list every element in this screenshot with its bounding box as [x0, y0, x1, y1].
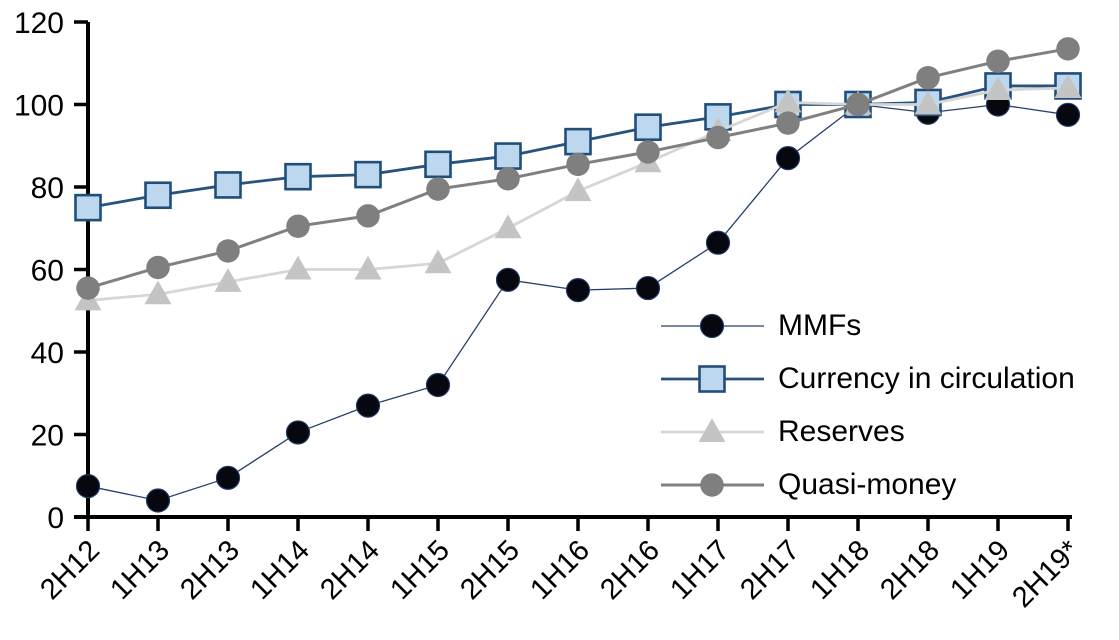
marker-quasi-money-1H17: [706, 125, 730, 150]
x-tick-label: 1H16: [524, 534, 596, 606]
x-tick-label: 2H17: [734, 534, 806, 606]
marker-reserves-2H19*: [1054, 74, 1082, 98]
x-tick-label: 1H17: [664, 534, 736, 606]
legend-marker-currency-in-circulation: [698, 364, 726, 393]
marker-quasi-money-2H13: [216, 239, 240, 263]
marker-mmfs-1H15: [425, 372, 451, 398]
marker-currency-in-circulation-2H16: [634, 113, 662, 141]
x-tick-label: 2H13: [174, 534, 246, 606]
marker-mmfs-2H17: [775, 146, 801, 171]
legend-marker-mmfs: [699, 313, 725, 338]
legend-marker-reserves: [698, 417, 726, 442]
legend-marker-reserves-icon: [661, 417, 764, 442]
marker-mmfs-1H14: [285, 420, 311, 445]
marker-quasi-money-2H19*: [1056, 37, 1080, 61]
y-tick-label: 100: [14, 89, 64, 122]
y-tick-label: 60: [31, 254, 64, 287]
x-tick-label: 1H19: [944, 534, 1016, 606]
marker-quasi-money-1H15: [426, 177, 450, 201]
marker-mmfs-2H13: [215, 465, 241, 490]
marker-reserves-2H15: [494, 214, 522, 239]
x-tick-label: 2H12: [34, 534, 106, 606]
legend: MMFs Currency in circulation Reserves Qu…: [660, 299, 1075, 511]
marker-reserves-2H13: [214, 268, 242, 292]
y-tick-label: 0: [47, 502, 64, 535]
x-tick-label: 2H18: [874, 534, 946, 606]
y-tick-label: 120: [14, 7, 64, 40]
legend-item-mmfs: MMFs: [660, 299, 1075, 352]
legend-label-quasi-money: Quasi-money: [778, 467, 957, 501]
marker-reserves-2H14: [354, 255, 382, 280]
marker-reserves-2H18: [914, 90, 942, 115]
marker-currency-in-circulation-1H14: [284, 162, 312, 191]
series-quasi-money: [76, 37, 1080, 300]
x-tick-label: 1H14: [244, 534, 316, 606]
y-tick-label: 80: [31, 172, 64, 205]
marker-mmfs-2H15: [495, 267, 521, 292]
marker-mmfs-1H17: [705, 230, 731, 255]
legend-item-reserves: Reserves: [660, 405, 1075, 458]
marker-quasi-money-1H18: [846, 92, 870, 117]
legend-marker-mmfs-icon: [661, 313, 764, 338]
marker-mmfs-2H14: [355, 393, 381, 418]
marker-mmfs-1H16: [565, 278, 591, 303]
marker-quasi-money-1H16: [566, 152, 590, 177]
legend-item-quasi-money: Quasi-money: [660, 458, 1075, 511]
marker-reserves-1H15: [424, 249, 452, 274]
legend-label-reserves: Reserves: [778, 414, 905, 448]
marker-mmfs-1H13: [145, 488, 171, 513]
x-tick-label: 2H15: [454, 534, 526, 606]
marker-quasi-money-1H13: [146, 255, 170, 280]
marker-reserves-2H17: [774, 88, 802, 113]
marker-currency-in-circulation-2H13: [214, 171, 242, 199]
x-tick-label: 1H15: [384, 534, 456, 606]
x-tick-label: 2H19*: [1006, 534, 1086, 614]
x-tick-label: 2H14: [314, 534, 386, 606]
x-tick-label: 1H18: [804, 534, 876, 606]
legend-marker-quasi-money-icon: [661, 472, 764, 497]
legend-marker-quasi-money: [700, 472, 724, 497]
marker-quasi-money-2H16: [636, 140, 660, 164]
marker-mmfs-2H19*: [1055, 102, 1081, 127]
marker-currency-in-circulation-2H12: [74, 193, 102, 222]
legend-marker-currency-icon: [661, 364, 764, 393]
legend-item-currency-in-circulation: Currency in circulation: [660, 352, 1075, 405]
marker-quasi-money-2H12: [76, 276, 100, 300]
marker-currency-in-circulation-2H15: [494, 142, 522, 170]
marker-currency-in-circulation-1H15: [424, 150, 452, 179]
marker-quasi-money-2H14: [356, 204, 380, 228]
x-tick-label: 1H13: [104, 534, 176, 606]
marker-currency-in-circulation-1H13: [144, 181, 172, 210]
y-tick-label: 40: [31, 337, 64, 370]
marker-currency-in-circulation-2H14: [354, 160, 382, 189]
legend-label-currency-in-circulation: Currency in circulation: [778, 361, 1075, 395]
marker-currency-in-circulation-1H16: [564, 127, 592, 156]
marker-quasi-money-2H17: [776, 111, 800, 135]
y-tick-label: 20: [31, 419, 64, 452]
marker-reserves-1H16: [564, 177, 592, 202]
x-tick-label: 2H16: [594, 534, 666, 606]
legend-label-mmfs: MMFs: [778, 308, 862, 342]
marker-quasi-money-1H19: [986, 49, 1010, 73]
marker-mmfs-2H12: [75, 473, 101, 499]
marker-mmfs-2H16: [635, 275, 661, 301]
marker-reserves-1H19: [984, 76, 1012, 101]
marker-quasi-money-2H18: [916, 65, 940, 90]
marker-quasi-money-1H14: [286, 214, 310, 238]
marker-reserves-1H14: [284, 255, 312, 280]
marker-quasi-money-2H15: [496, 167, 520, 191]
marker-reserves-1H13: [144, 280, 172, 305]
